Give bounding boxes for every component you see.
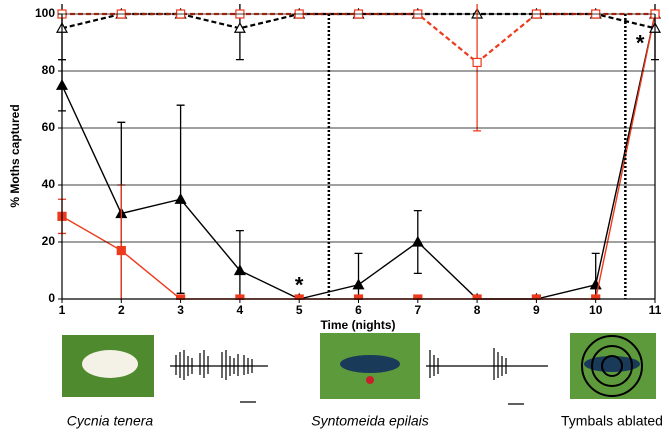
x-tick-label: 4 [237,303,244,317]
target [581,335,643,397]
x-tick-label: 7 [414,303,421,317]
x-tick-label: 1 [59,303,66,317]
caption: Cycnia tenera [67,413,154,429]
y-tick-label: 20 [42,234,56,248]
plot-area [55,4,662,300]
panel-3: Tymbals ablated [561,333,663,429]
y-tick-label: 40 [42,177,56,191]
sound-trace [426,348,548,405]
x-tick-label: 2 [118,303,125,317]
x-tick-label: 11 [649,303,662,317]
moth [366,376,374,384]
x-tick-label: 9 [533,303,540,317]
moth [82,350,138,378]
series-line [62,12,655,64]
y-tick-label: 0 [48,291,55,305]
y-axis-label: % Moths captured [8,104,22,207]
marker [472,57,482,68]
marker [352,278,365,290]
marker [174,193,187,204]
x-tick-label: 8 [474,303,481,317]
target [601,355,623,377]
x-tick-label: 3 [177,303,184,317]
moth [584,356,640,372]
marker [411,235,424,247]
x-tick-label: 6 [355,303,362,317]
x-tick-label: 10 [589,303,603,317]
annotation: * [636,30,645,55]
x-axis-label: Time (nights) [320,318,395,332]
caption: Tymbals ablated [561,413,663,429]
annotation: * [295,273,304,298]
marker [116,245,126,256]
marker [233,264,246,276]
moth [340,355,400,373]
panel-1: Cycnia tenera [62,335,268,429]
y-tick-label: 80 [42,63,56,77]
caption: Syntomeida epilais [311,413,429,429]
x-tick-label: 5 [296,303,303,317]
y-tick-label: 100 [35,6,55,20]
panel-2: Syntomeida epilais [311,333,548,429]
sound-trace [170,350,268,403]
target [591,345,633,387]
y-tick-label: 60 [42,120,56,134]
marker [233,22,246,33]
